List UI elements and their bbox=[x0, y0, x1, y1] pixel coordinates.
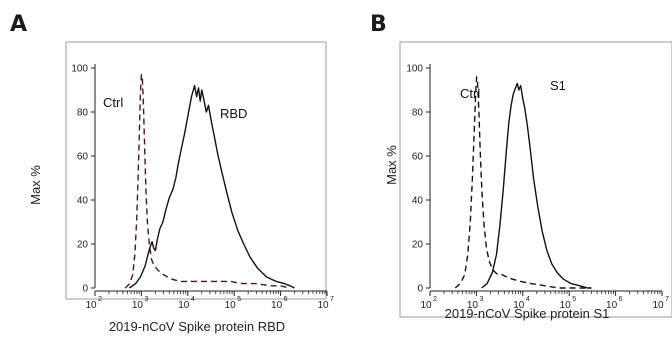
x-tick-label: 10 bbox=[85, 300, 97, 311]
x-tick-exponent: 5 bbox=[572, 296, 576, 303]
series-label-s1: S1 bbox=[550, 78, 566, 93]
x-tick-label: 10 bbox=[420, 300, 432, 311]
y-tick-label: 0 bbox=[82, 284, 88, 295]
y-axis-label: Max % bbox=[28, 165, 43, 205]
series-label-rbd: RBD bbox=[220, 106, 247, 121]
x-tick-label: 10 bbox=[513, 300, 525, 311]
x-tick-exponent: 3 bbox=[144, 296, 148, 303]
series-line-rbd bbox=[128, 84, 295, 289]
x-tick-label: 10 bbox=[606, 300, 618, 311]
panel-letter: A bbox=[10, 12, 27, 37]
x-tick-exponent: 3 bbox=[479, 296, 483, 303]
panel-letter: B bbox=[370, 12, 387, 37]
y-tick-label: 40 bbox=[412, 196, 424, 207]
y-tick-label: 80 bbox=[77, 108, 89, 119]
y-tick-label: 60 bbox=[412, 152, 424, 163]
x-tick-exponent: 7 bbox=[330, 296, 334, 303]
y-tick-label: 20 bbox=[77, 240, 89, 251]
x-tick-label: 10 bbox=[317, 300, 329, 311]
x-tick-label: 10 bbox=[178, 300, 190, 311]
x-tick-exponent: 4 bbox=[191, 296, 195, 303]
y-tick-label: 80 bbox=[412, 108, 424, 119]
y-tick-label: 60 bbox=[77, 152, 89, 163]
y-tick-label: 100 bbox=[71, 64, 88, 75]
series-label-ctrl: Ctrl bbox=[460, 86, 480, 101]
x-tick-label: 10 bbox=[132, 300, 144, 311]
y-tick-label: 20 bbox=[412, 240, 424, 251]
x-tick-exponent: 2 bbox=[433, 296, 437, 303]
plot-frame bbox=[399, 41, 672, 318]
y-tick-label: 40 bbox=[77, 196, 89, 207]
y-tick-label: 100 bbox=[406, 64, 423, 75]
x-tick-label: 10 bbox=[271, 300, 283, 311]
x-tick-exponent: 6 bbox=[284, 296, 288, 303]
y-axis-label: Max % bbox=[384, 145, 399, 185]
series-line-ctrl bbox=[454, 76, 592, 289]
x-tick-exponent: 2 bbox=[98, 296, 102, 303]
x-tick-exponent: 4 bbox=[526, 296, 530, 303]
x-tick-label: 10 bbox=[467, 300, 479, 311]
x-tick-label: 10 bbox=[652, 300, 664, 311]
x-tick-exponent: 5 bbox=[237, 296, 241, 303]
x-tick-exponent: 7 bbox=[665, 296, 669, 303]
series-label-ctrl: Ctrl bbox=[103, 95, 123, 110]
x-tick-label: 10 bbox=[225, 300, 237, 311]
series-line-s1 bbox=[481, 82, 592, 289]
x-tick-exponent: 6 bbox=[619, 296, 623, 303]
y-tick-label: 0 bbox=[417, 284, 423, 295]
series-line-ctrl bbox=[124, 73, 289, 289]
x-tick-label: 10 bbox=[560, 300, 572, 311]
x-axis-label: 2019-nCoV Spike protein S1 bbox=[445, 306, 610, 321]
x-axis-label: 2019-nCoV Spike protein RBD bbox=[109, 319, 285, 334]
plot-frame bbox=[65, 41, 327, 300]
